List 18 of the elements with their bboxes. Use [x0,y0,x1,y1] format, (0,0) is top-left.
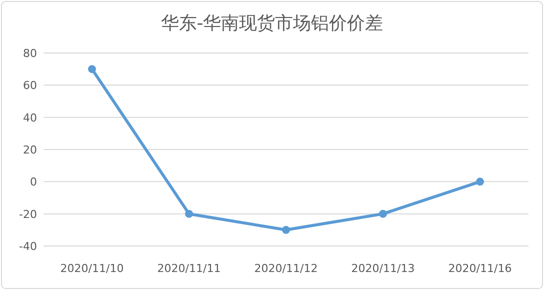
chart-title: 华东-华南现货市场铝价价差 [160,13,384,34]
point [379,210,387,218]
point [476,178,484,186]
y-tick-label: -20 [19,208,37,221]
point [282,226,290,234]
x-tick-label: 2020/11/16 [448,262,512,275]
y-tick-label: 0 [30,176,37,189]
x-tick-label: 2020/11/13 [351,262,415,275]
point [185,210,193,218]
y-tick-label: 60 [23,79,37,92]
y-tick-label: 80 [23,47,37,60]
point [88,65,96,74]
x-tick-label: 2020/11/12 [254,262,318,275]
y-tick-label: -40 [19,240,37,253]
x-tick-label: 2020/11/10 [60,262,124,275]
x-tick-label: 2020/11/11 [157,262,221,275]
y-tick-label: 40 [23,111,37,124]
y-tick-label: 20 [23,144,37,156]
